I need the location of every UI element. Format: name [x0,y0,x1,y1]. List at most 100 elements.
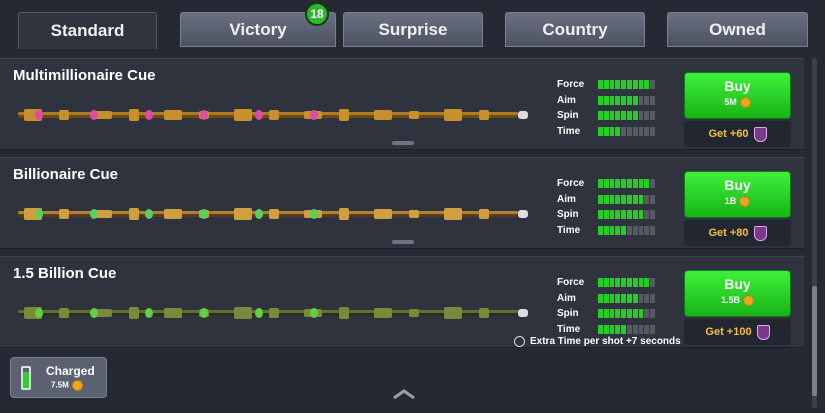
charged-label: Charged [46,364,95,378]
price-value: 1.5B [720,295,740,305]
stat-segment [638,324,644,334]
stat-segment [632,95,638,105]
stat-segment [650,324,655,334]
stat-segment [609,210,615,219]
stat-label: Force [557,79,585,90]
stat-segment [650,225,655,235]
stat-segment [626,293,632,303]
stat-segment [644,210,650,219]
stat-bar [598,210,655,219]
stat-bar [598,225,655,235]
drag-handle [392,141,414,145]
cue-name: 1.5 Billion Cue [13,265,117,282]
shield-icon [756,324,770,340]
stat-bar [598,293,655,303]
stat-segment [632,111,638,120]
charged-box[interactable]: Charged 7.5M [10,357,107,398]
buy-button[interactable]: Buy 1.5B [684,270,791,317]
stat-segment [621,324,626,334]
stat-label: Time [557,323,581,335]
stat-segment [638,293,644,303]
stat-segment [632,225,638,235]
stat-segment [638,80,644,89]
cue-name: Billionaire Cue [13,166,119,183]
stat-segment [644,95,650,105]
stat-segment [603,210,609,219]
stat-segment [598,278,603,287]
stat-segment [632,278,638,287]
scroll-track [812,58,817,408]
shield-icon [753,126,767,142]
coin-icon [71,380,83,391]
stat-segment [626,210,632,219]
timer-icon [514,336,525,347]
up-arrow[interactable] [392,388,416,400]
stat-segment [626,95,632,105]
price: 1B [685,196,790,208]
shield-icon [753,225,767,241]
stat-segment [621,194,626,204]
tab[interactable]: Owned [667,12,808,47]
reward: Get +100 [684,319,791,345]
stat-segment [632,179,638,188]
stat-segment [621,309,626,318]
stat-segment [638,309,644,318]
stat-segment [609,111,615,120]
stat-segment [609,293,615,303]
stat-bar [598,194,655,204]
stat-segment [638,225,644,235]
stat-segment [609,179,615,188]
stat-segment [644,179,650,188]
stat-segment [621,95,626,105]
stat-segment [609,309,615,318]
stat-segment [615,324,621,334]
stat-segment [598,179,603,188]
stat-segment [603,111,609,120]
stat-segment [644,225,650,235]
stat-segment [598,95,603,105]
stat-segment [621,293,626,303]
stat-segment [621,210,626,219]
stat-segment [626,80,632,89]
buy-button[interactable]: Buy 5M [684,72,791,119]
stat-bar [598,80,655,89]
stat-segment [615,309,621,318]
stat-segment [626,194,632,204]
stat-label: Aim [557,193,576,205]
stat-segment [632,293,638,303]
charged-amount: 7.5M [51,380,83,391]
buy-button[interactable]: Buy 1B [684,171,791,218]
stat-bar [598,309,655,318]
reward-text: Get +80 [708,227,749,239]
drag-handle [392,240,414,244]
stat-segment [615,95,621,105]
stat-label: Spin [557,209,579,220]
tab[interactable]: Country [505,12,645,47]
stat-segment [632,210,638,219]
stat-segment [632,309,638,318]
notification-badge: 18 [305,2,329,26]
stat-segment [603,95,609,105]
tab[interactable]: Standard [18,12,157,49]
stat-segment [598,194,603,204]
stat-segment [644,293,650,303]
stat-label: Spin [557,308,579,319]
stat-segment [603,194,609,204]
cue-name: Multimillionaire Cue [13,67,156,84]
stat-segment [598,80,603,89]
stat-segment [626,126,632,136]
stat-segment [603,179,609,188]
stat-segment [626,179,632,188]
scroll-thumb[interactable] [812,286,817,396]
stat-segment [650,95,655,105]
stat-segment [644,111,650,120]
cue-panel: Multimillionaire Cue Force Aim Spin Time Buy 5… [0,58,804,150]
stat-label: Time [557,125,581,137]
stat-segment [603,324,609,334]
stat-segment [638,194,644,204]
tab[interactable]: Surprise [343,12,483,47]
stat-segment [650,194,655,204]
stat-segment [650,179,655,188]
cue-panel: Billionaire Cue Force Aim Spin Time Buy 1B Get … [0,157,804,249]
